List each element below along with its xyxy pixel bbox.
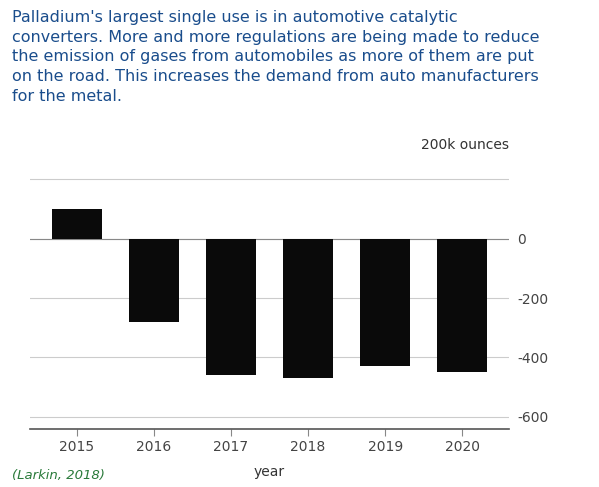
Bar — [283, 239, 333, 378]
Bar — [437, 239, 488, 372]
Bar — [52, 209, 102, 239]
Bar — [360, 239, 410, 366]
Bar — [129, 239, 179, 322]
Text: 200k ounces: 200k ounces — [421, 138, 509, 152]
Text: (Larkin, 2018): (Larkin, 2018) — [12, 469, 105, 482]
Bar — [206, 239, 256, 375]
X-axis label: year: year — [254, 466, 285, 480]
Text: Palladium's largest single use is in automotive catalytic
converters. More and m: Palladium's largest single use is in aut… — [12, 10, 540, 104]
